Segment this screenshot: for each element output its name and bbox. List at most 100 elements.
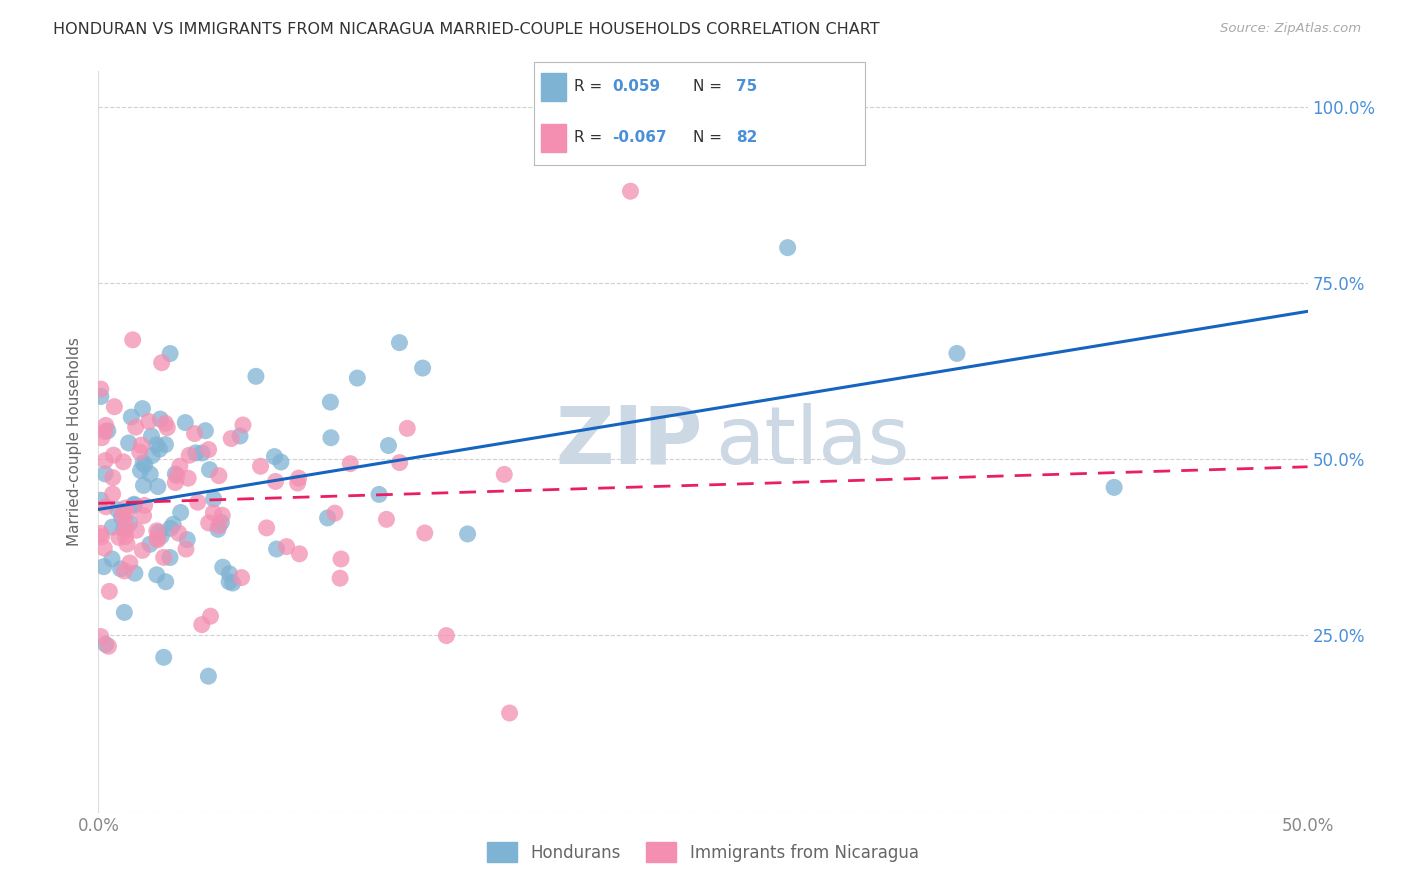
- Y-axis label: Married-couple Households: Married-couple Households: [67, 337, 83, 546]
- Point: [118, 516, 141, 531]
- Point: [94, 453, 117, 467]
- Point: [112, 523, 135, 537]
- Point: [159, 346, 181, 360]
- Point: [191, 617, 214, 632]
- Point: [111, 510, 134, 524]
- Point: [221, 576, 243, 591]
- Point: [197, 516, 219, 530]
- Point: [619, 184, 641, 198]
- Point: [101, 520, 124, 534]
- Point: [108, 530, 131, 544]
- Point: [90, 526, 112, 541]
- Point: [323, 506, 346, 520]
- Point: [118, 436, 141, 450]
- Point: [776, 241, 799, 255]
- Point: [498, 706, 520, 720]
- Point: [396, 421, 419, 435]
- Point: [249, 459, 271, 474]
- Point: [131, 438, 153, 452]
- Point: [94, 425, 117, 439]
- Point: [90, 530, 112, 544]
- Point: [176, 533, 198, 547]
- Point: [112, 606, 135, 620]
- Point: [179, 448, 201, 462]
- Point: [150, 529, 173, 543]
- Text: 82: 82: [735, 130, 758, 145]
- Point: [152, 550, 174, 565]
- Point: [132, 508, 155, 523]
- Point: [187, 495, 209, 509]
- Point: [270, 455, 292, 469]
- Point: [183, 426, 205, 441]
- Legend: Hondurans, Immigrants from Nicaragua: Hondurans, Immigrants from Nicaragua: [479, 834, 927, 870]
- Point: [155, 416, 177, 430]
- Point: [208, 518, 231, 533]
- Point: [124, 566, 146, 581]
- Point: [115, 537, 138, 551]
- Point: [232, 417, 254, 432]
- Point: [97, 424, 120, 438]
- Point: [434, 629, 457, 643]
- Point: [202, 506, 225, 520]
- Point: [202, 491, 225, 506]
- Point: [287, 471, 309, 485]
- Point: [197, 442, 219, 457]
- Point: [101, 487, 124, 501]
- Point: [131, 543, 153, 558]
- Point: [111, 507, 134, 521]
- Point: [132, 478, 155, 492]
- Point: [191, 446, 214, 460]
- Point: [174, 416, 197, 430]
- Text: 75: 75: [735, 79, 756, 94]
- Point: [90, 630, 112, 644]
- Text: R =: R =: [574, 79, 607, 94]
- Point: [266, 541, 288, 556]
- Point: [155, 437, 177, 451]
- Point: [231, 571, 253, 585]
- Point: [218, 566, 240, 581]
- Point: [138, 414, 160, 428]
- Point: [134, 458, 156, 472]
- Point: [198, 462, 221, 476]
- Point: [94, 467, 117, 481]
- Point: [90, 382, 112, 396]
- Text: R =: R =: [574, 130, 607, 145]
- Text: HONDURAN VS IMMIGRANTS FROM NICARAGUA MARRIED-COUPLE HOUSEHOLDS CORRELATION CHAR: HONDURAN VS IMMIGRANTS FROM NICARAGUA MA…: [53, 22, 880, 37]
- Point: [377, 438, 399, 452]
- Point: [288, 547, 311, 561]
- Point: [155, 574, 177, 589]
- Point: [120, 410, 142, 425]
- Point: [167, 526, 190, 541]
- Point: [256, 521, 278, 535]
- Point: [494, 467, 516, 482]
- Point: [118, 556, 141, 570]
- Point: [156, 420, 179, 434]
- Point: [141, 449, 163, 463]
- Point: [166, 468, 188, 483]
- Point: [245, 369, 267, 384]
- Point: [177, 471, 200, 485]
- Point: [375, 512, 398, 526]
- Point: [101, 470, 124, 484]
- Point: [103, 448, 125, 462]
- Point: [264, 475, 287, 489]
- Point: [129, 464, 152, 478]
- Point: [200, 609, 222, 624]
- Point: [388, 456, 411, 470]
- Point: [124, 420, 146, 434]
- Point: [146, 532, 169, 546]
- Point: [98, 584, 121, 599]
- Point: [131, 401, 153, 416]
- Point: [101, 552, 124, 566]
- Point: [103, 400, 125, 414]
- Point: [159, 521, 181, 535]
- Point: [169, 459, 191, 474]
- Point: [457, 527, 479, 541]
- Point: [319, 431, 342, 445]
- Text: 0.059: 0.059: [612, 79, 659, 94]
- Point: [165, 467, 187, 481]
- Text: -0.067: -0.067: [612, 130, 666, 145]
- Point: [412, 361, 434, 376]
- Point: [169, 506, 191, 520]
- Point: [229, 429, 252, 443]
